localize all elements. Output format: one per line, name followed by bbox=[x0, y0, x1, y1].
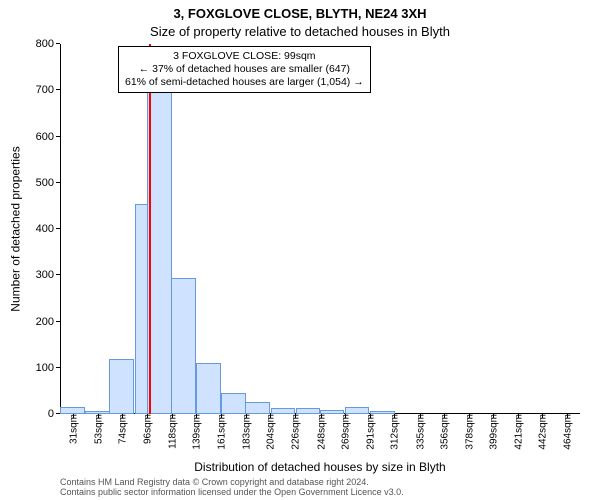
histogram-bar bbox=[196, 363, 221, 414]
y-tick-label: 400 bbox=[36, 223, 60, 235]
y-axis-label: Number of detached properties bbox=[8, 44, 24, 414]
y-tick-label: 300 bbox=[36, 269, 60, 281]
footer-attribution: Contains HM Land Registry data © Crown c… bbox=[60, 478, 580, 498]
histogram-bar bbox=[85, 411, 110, 414]
property-marker-line bbox=[149, 44, 151, 414]
annotation-line-2: ← 37% of detached houses are smaller (64… bbox=[125, 63, 364, 76]
x-tick-label: 442sqm bbox=[536, 414, 549, 450]
title-subtitle: Size of property relative to detached ho… bbox=[0, 24, 600, 39]
footer-line-2: Contains public sector information licen… bbox=[60, 488, 580, 498]
y-tick-label: 500 bbox=[36, 177, 60, 189]
y-tick-mark bbox=[56, 43, 60, 44]
y-tick-label: 200 bbox=[36, 316, 60, 328]
y-tick-mark bbox=[56, 182, 60, 183]
x-tick-label: 139sqm bbox=[190, 414, 203, 450]
histogram-bar bbox=[245, 402, 270, 414]
x-tick-label: 335sqm bbox=[414, 414, 427, 450]
x-tick-label: 53sqm bbox=[91, 414, 104, 444]
x-tick-label: 248sqm bbox=[314, 414, 327, 450]
y-tick-mark bbox=[56, 89, 60, 90]
y-tick-mark bbox=[56, 367, 60, 368]
y-tick-mark bbox=[56, 136, 60, 137]
x-tick-label: 356sqm bbox=[438, 414, 451, 450]
y-tick-mark bbox=[56, 228, 60, 229]
y-tick-label: 600 bbox=[36, 131, 60, 143]
y-tick-mark bbox=[56, 274, 60, 275]
histogram-bar bbox=[109, 359, 134, 415]
x-tick-label: 161sqm bbox=[215, 414, 228, 450]
x-tick-label: 96sqm bbox=[140, 414, 153, 444]
x-tick-label: 421sqm bbox=[512, 414, 525, 450]
x-tick-label: 378sqm bbox=[463, 414, 476, 450]
histogram-bar bbox=[221, 393, 246, 414]
x-tick-label: 464sqm bbox=[561, 414, 574, 450]
x-tick-label: 118sqm bbox=[166, 414, 179, 449]
histogram-bar bbox=[60, 407, 85, 414]
x-tick-label: 226sqm bbox=[289, 414, 302, 450]
x-tick-label: 312sqm bbox=[387, 414, 400, 450]
histogram-bar bbox=[320, 410, 345, 414]
x-tick-label: 183sqm bbox=[240, 414, 253, 450]
title-address: 3, FOXGLOVE CLOSE, BLYTH, NE24 3XH bbox=[0, 6, 600, 21]
histogram-bar bbox=[271, 408, 296, 414]
y-tick-label: 700 bbox=[36, 84, 60, 96]
y-tick-label: 100 bbox=[36, 362, 60, 374]
annotation-box: 3 FOXGLOVE CLOSE: 99sqm← 37% of detached… bbox=[118, 46, 371, 93]
x-tick-label: 399sqm bbox=[487, 414, 500, 450]
x-tick-label: 269sqm bbox=[338, 414, 351, 450]
annotation-line-1: 3 FOXGLOVE CLOSE: 99sqm bbox=[125, 50, 364, 63]
x-tick-label: 31sqm bbox=[66, 414, 79, 444]
x-tick-label: 204sqm bbox=[264, 414, 277, 450]
x-axis-label: Distribution of detached houses by size … bbox=[60, 460, 580, 474]
histogram-bar bbox=[296, 408, 321, 414]
y-axis-label-text: Number of detached properties bbox=[9, 146, 23, 311]
histogram-bar bbox=[171, 278, 196, 414]
histogram-bar bbox=[345, 407, 370, 414]
y-tick-label: 800 bbox=[36, 38, 60, 50]
annotation-line-3: 61% of semi-detached houses are larger (… bbox=[125, 76, 364, 89]
histogram-plot-area: 010020030040050060070080031sqm53sqm74sqm… bbox=[60, 44, 580, 414]
histogram-bar bbox=[370, 411, 395, 414]
y-tick-label: 0 bbox=[48, 408, 60, 420]
x-tick-label: 291sqm bbox=[363, 414, 376, 450]
y-tick-mark bbox=[56, 321, 60, 322]
x-tick-label: 74sqm bbox=[115, 414, 128, 444]
